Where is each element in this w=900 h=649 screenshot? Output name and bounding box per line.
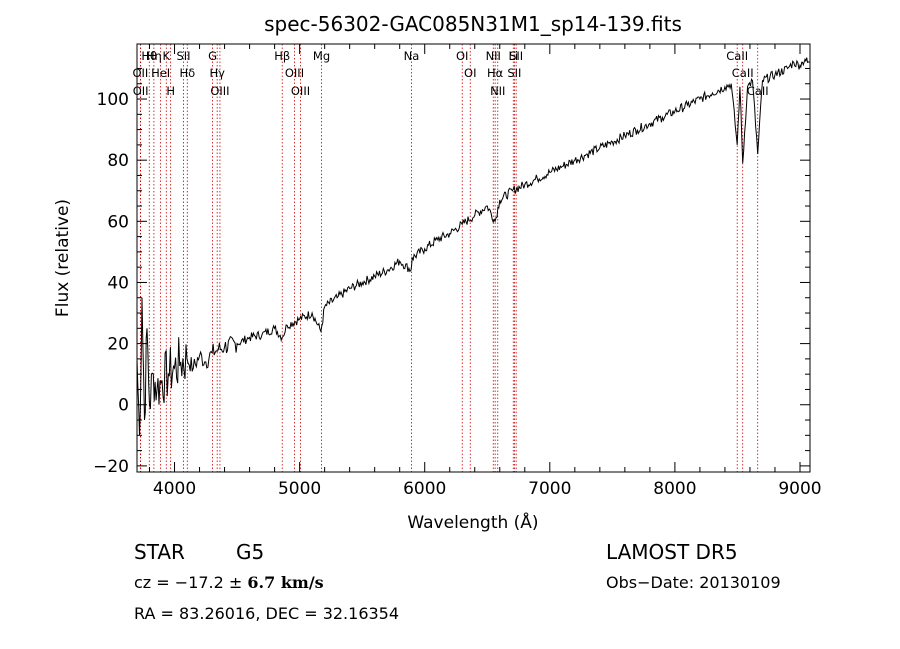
spectral-line-labels: Hθ OII OII Hη HeI K H SII Hδ G Hγ OIII Hβ OIII OIII Mg N…: [132, 49, 768, 98]
y-tick-label: 80: [107, 151, 129, 171]
object-subclass: G5: [236, 540, 265, 564]
y-tick-label: 20: [107, 335, 129, 355]
x-tick-label: 6000: [403, 479, 446, 499]
line-label-14: OIII: [291, 84, 310, 98]
line-label-17: OI: [456, 49, 468, 63]
y-axis-label: Flux (relative): [53, 199, 73, 317]
line-label-6: H: [166, 84, 175, 98]
line-label-5: K: [162, 49, 170, 63]
cz-prefix: cz =: [134, 573, 175, 592]
spectrum-series-line: [136, 57, 811, 436]
x-tick-label: 8000: [653, 479, 696, 499]
line-label-27: CaII: [747, 84, 769, 98]
line-label-2: OII: [133, 84, 149, 98]
y-tick-label: 0: [118, 396, 129, 416]
line-label-15: Mg: [313, 49, 330, 63]
survey-name: LAMOST DR5: [606, 540, 738, 564]
line-label-25: CaII: [726, 49, 748, 63]
x-tick-label: 4000: [153, 479, 196, 499]
line-label-16: Na: [404, 49, 420, 63]
cz-plusminus: ±: [228, 573, 243, 592]
line-label-18: OI: [464, 66, 476, 80]
line-label-10: Hγ: [209, 66, 225, 80]
y-tick-label: 100: [97, 90, 129, 110]
line-label-8: Hδ: [179, 66, 195, 80]
observation-date: Obs−Date: 20130109: [606, 573, 781, 592]
line-label-0: Hθ: [141, 49, 157, 63]
line-label-24: SII: [509, 49, 523, 63]
line-label-4: HeI: [151, 66, 170, 80]
cz-value: −17.2: [174, 573, 224, 592]
line-label-20: Hα: [487, 66, 504, 80]
line-label-13: OIII: [285, 66, 304, 80]
chart-title: spec-56302-GAC085N31M1_sp14-139.fits: [264, 12, 682, 36]
line-label-1: OII: [132, 66, 148, 80]
spectral-line-markers: [139, 44, 759, 472]
axis-ticks: 4000 5000 6000 7000 8000 9000 −20 0 20 40 60 80 100: [93, 44, 822, 499]
ra-dec-readout: RA = 83.26016, DEC = 32.16354: [134, 604, 400, 623]
y-tick-label: −20: [93, 457, 129, 477]
plot-frame: [136, 43, 811, 473]
line-label-7: SII: [176, 49, 190, 63]
line-label-12: Hβ: [274, 49, 290, 63]
line-label-23: SII: [507, 66, 521, 80]
line-label-19: NII: [486, 49, 501, 63]
line-label-26: CaII: [732, 66, 754, 80]
line-label-22: Li: [508, 49, 518, 63]
object-class: STAR: [134, 540, 185, 564]
line-label-9: G: [208, 49, 217, 63]
line-label-3: Hη: [146, 49, 162, 63]
y-tick-label: 40: [107, 273, 129, 293]
y-tick-label: 60: [107, 212, 129, 232]
line-label-11: OIII: [210, 84, 229, 98]
redshift-readout: cz = −17.2 ± 6.7 km/s: [134, 573, 324, 592]
x-tick-label: 9000: [778, 479, 821, 499]
x-tick-label: 5000: [278, 479, 321, 499]
x-axis-label: Wavelength (Å): [407, 511, 538, 533]
line-label-21: NII: [490, 84, 505, 98]
cz-error: 6.7 km/s: [247, 573, 324, 592]
x-tick-label: 7000: [528, 479, 571, 499]
